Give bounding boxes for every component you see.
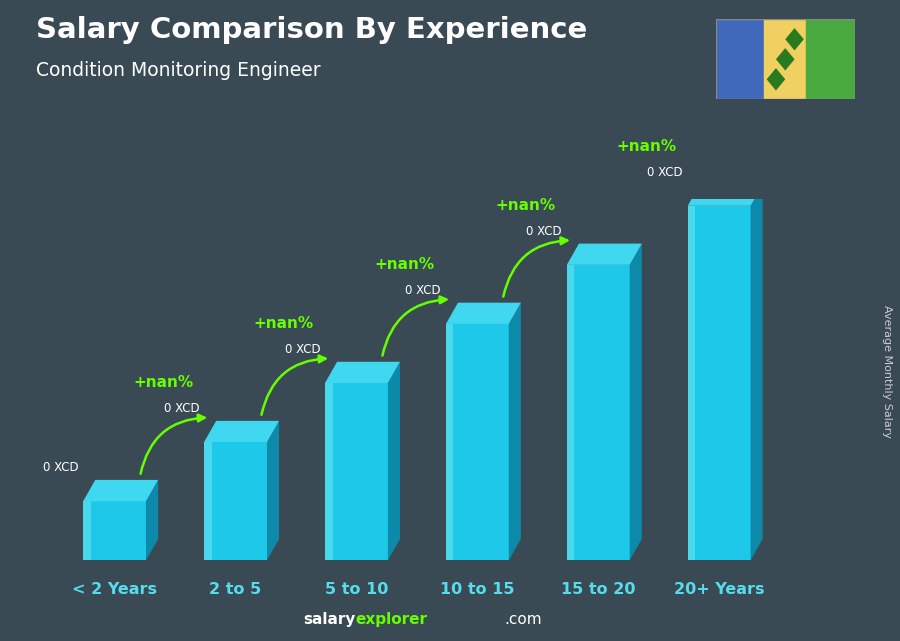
Polygon shape <box>325 383 332 560</box>
Polygon shape <box>446 324 454 560</box>
Polygon shape <box>567 244 642 265</box>
Polygon shape <box>751 185 762 560</box>
Text: 0 XCD: 0 XCD <box>42 462 78 474</box>
Polygon shape <box>388 362 400 560</box>
Bar <box>716 19 764 99</box>
Text: Average Monthly Salary: Average Monthly Salary <box>881 305 892 438</box>
Polygon shape <box>776 48 795 71</box>
Polygon shape <box>567 265 574 560</box>
Polygon shape <box>267 421 279 560</box>
Bar <box>806 19 855 99</box>
Polygon shape <box>688 206 696 560</box>
Polygon shape <box>83 501 146 560</box>
Polygon shape <box>630 244 642 560</box>
Text: salary: salary <box>303 612 356 627</box>
Polygon shape <box>688 185 762 206</box>
Polygon shape <box>446 324 508 560</box>
Text: 0 XCD: 0 XCD <box>526 225 562 238</box>
Text: +nan%: +nan% <box>496 198 556 213</box>
Polygon shape <box>146 480 158 560</box>
Text: +nan%: +nan% <box>374 257 435 272</box>
Text: 0 XCD: 0 XCD <box>284 344 320 356</box>
Polygon shape <box>325 362 400 383</box>
Polygon shape <box>204 421 279 442</box>
Text: explorer: explorer <box>356 612 427 627</box>
Text: 0 XCD: 0 XCD <box>405 284 441 297</box>
Polygon shape <box>767 68 785 90</box>
Polygon shape <box>204 442 267 560</box>
Polygon shape <box>688 206 751 560</box>
Text: 0 XCD: 0 XCD <box>647 166 683 179</box>
Polygon shape <box>508 303 521 560</box>
Text: +nan%: +nan% <box>616 139 677 154</box>
Polygon shape <box>204 442 212 560</box>
Text: +nan%: +nan% <box>133 375 193 390</box>
Text: Salary Comparison By Experience: Salary Comparison By Experience <box>36 16 587 44</box>
Polygon shape <box>83 501 91 560</box>
Text: .com: .com <box>504 612 542 627</box>
Polygon shape <box>567 265 630 560</box>
Bar <box>764 19 806 99</box>
Polygon shape <box>446 303 521 324</box>
Text: 0 XCD: 0 XCD <box>164 403 199 415</box>
Text: +nan%: +nan% <box>254 316 314 331</box>
Polygon shape <box>785 28 804 51</box>
Polygon shape <box>83 480 158 501</box>
Polygon shape <box>325 383 388 560</box>
Text: Condition Monitoring Engineer: Condition Monitoring Engineer <box>36 61 320 80</box>
